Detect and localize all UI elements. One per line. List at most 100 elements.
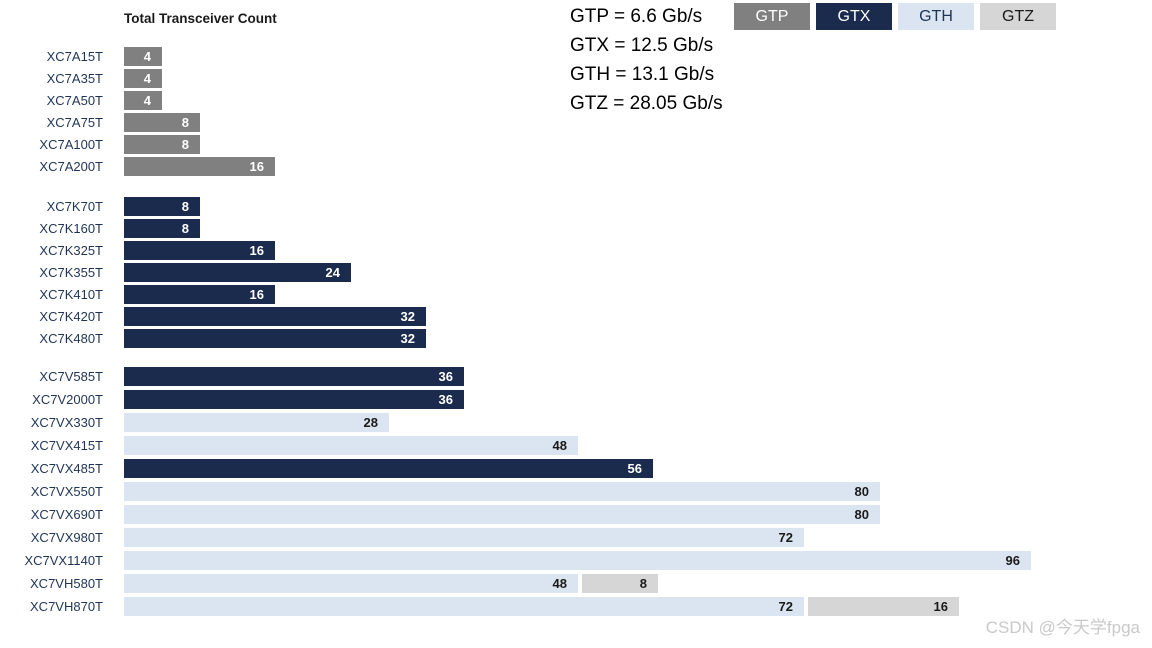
- bar-segment-gtx: 16: [124, 241, 275, 260]
- chart-row: XC7V2000T 36: [0, 390, 1031, 409]
- chart-row: XC7K70T 8: [0, 197, 1031, 216]
- device-label: XC7A35T: [46, 71, 103, 86]
- device-label: XC7VH580T: [30, 576, 103, 591]
- bar-track: 48 8: [124, 574, 658, 593]
- bar-segment-gtx: 32: [124, 307, 426, 326]
- bar-segment-gtp: 4: [124, 69, 162, 88]
- bar-segment-gtz: 8: [582, 574, 658, 593]
- chart-row: XC7A100T 8: [0, 135, 1031, 154]
- bar-track: 8: [124, 197, 200, 216]
- bar-track: 4: [124, 69, 162, 88]
- chart-row: XC7V585T 36: [0, 367, 1031, 386]
- bar-track: 80: [124, 505, 880, 524]
- bar-track: 36: [124, 390, 464, 409]
- device-label: XC7A75T: [46, 115, 103, 130]
- chart-group-artix-7: XC7A15T 4 XC7A35T 4 XC7A50T 4 XC7A75T 8 XC7A100T…: [0, 47, 1031, 176]
- bar-track: 72: [124, 528, 804, 547]
- legend-chip-gth[interactable]: GTH: [898, 3, 974, 30]
- bar-segment-gtx: 8: [124, 197, 200, 216]
- chart-group-kintex-7: XC7K70T 8 XC7K160T 8 XC7K325T 16 XC7K355T 24 XC7…: [0, 197, 1031, 348]
- chart-row: XC7A75T 8: [0, 113, 1031, 132]
- bar-track: 48: [124, 436, 578, 455]
- chart-row: XC7K410T 16: [0, 285, 1031, 304]
- chart-row: XC7K420T 32: [0, 307, 1031, 326]
- bar-segment-gth: 80: [124, 482, 880, 501]
- legend-line-gth: GTH = 13.1 Gb/s: [570, 64, 715, 85]
- chart-row: XC7VX550T 80: [0, 482, 1031, 501]
- chart-row: XC7K480T 32: [0, 329, 1031, 348]
- bar-segment-gtx: 36: [124, 390, 464, 409]
- chart-row: XC7A35T 4: [0, 69, 1031, 88]
- chart-row: XC7VH580T 48 8: [0, 574, 1031, 593]
- bar-track: 96: [124, 551, 1031, 570]
- chart-row: XC7VX690T 80: [0, 505, 1031, 524]
- legend-chip-gtp[interactable]: GTP: [734, 3, 810, 30]
- chart-row: XC7VX485T 56: [0, 459, 1031, 478]
- bar-segment-gth: 48: [124, 574, 578, 593]
- device-label: XC7K420T: [39, 309, 103, 324]
- chart-row: XC7VX330T 28: [0, 413, 1031, 432]
- chart-row: XC7VX980T 72: [0, 528, 1031, 547]
- device-label: XC7VX550T: [30, 484, 103, 499]
- device-label: XC7K70T: [46, 199, 103, 214]
- device-label: XC7VX980T: [30, 530, 103, 545]
- device-label: XC7A15T: [46, 49, 103, 64]
- bar-segment-gtx: 8: [124, 219, 200, 238]
- device-label: XC7A50T: [46, 93, 103, 108]
- chart-row: XC7VX415T 48: [0, 436, 1031, 455]
- bar-segment-gtp: 16: [124, 157, 275, 176]
- device-label: XC7K410T: [39, 287, 103, 302]
- chart-row: XC7A15T 4: [0, 47, 1031, 66]
- bar-segment-gtp: 8: [124, 135, 200, 154]
- device-label: XC7VX415T: [30, 438, 103, 453]
- transceiver-bar-chart: XC7A15T 4 XC7A35T 4 XC7A50T 4 XC7A75T 8 XC7A100T…: [0, 47, 1031, 620]
- chart-group-virtex-7: XC7V585T 36 XC7V2000T 36 XC7VX330T 28 XC7VX415…: [0, 367, 1031, 616]
- bar-track: 8: [124, 219, 200, 238]
- chart-title: Total Transceiver Count: [124, 11, 277, 26]
- bar-segment-gth: 48: [124, 436, 578, 455]
- bar-track: 72 16: [124, 597, 959, 616]
- bar-track: 28: [124, 413, 389, 432]
- device-label: XC7K160T: [39, 221, 103, 236]
- bar-segment-gtx: 32: [124, 329, 426, 348]
- bar-track: 4: [124, 91, 162, 110]
- bar-segment-gth: 72: [124, 528, 804, 547]
- device-label: XC7VH870T: [30, 599, 103, 614]
- bar-segment-gtx: 36: [124, 367, 464, 386]
- bar-track: 32: [124, 329, 426, 348]
- bar-track: 32: [124, 307, 426, 326]
- bar-track: 80: [124, 482, 880, 501]
- chart-row: XC7VX1140T 96: [0, 551, 1031, 570]
- bar-track: 24: [124, 263, 351, 282]
- legend-chip-gtz[interactable]: GTZ: [980, 3, 1056, 30]
- bar-track: 4: [124, 47, 162, 66]
- legend-line-gtz: GTZ = 28.05 Gb/s: [570, 93, 723, 114]
- bar-segment-gth: 72: [124, 597, 804, 616]
- bar-segment-gtx: 24: [124, 263, 351, 282]
- legend-chip-gtx[interactable]: GTX: [816, 3, 892, 30]
- device-label: XC7A200T: [39, 159, 103, 174]
- device-label: XC7VX1140T: [24, 553, 103, 568]
- bar-track: 36: [124, 367, 464, 386]
- legend-chips: GTP GTX GTH GTZ: [734, 3, 1056, 30]
- bar-track: 16: [124, 241, 275, 260]
- device-label: XC7VX485T: [30, 461, 103, 476]
- chart-row: XC7K325T 16: [0, 241, 1031, 260]
- bar-track: 8: [124, 113, 200, 132]
- device-label: XC7K325T: [39, 243, 103, 258]
- bar-segment-gtp: 4: [124, 91, 162, 110]
- chart-row: XC7VH870T 72 16: [0, 597, 1031, 616]
- device-label: XC7A100T: [39, 137, 103, 152]
- bar-track: 56: [124, 459, 653, 478]
- bar-segment-gtz: 16: [808, 597, 959, 616]
- chart-row: XC7K160T 8: [0, 219, 1031, 238]
- legend-line-gtp: GTP = 6.6 Gb/s: [570, 6, 703, 27]
- device-label: XC7VX690T: [30, 507, 103, 522]
- bar-segment-gth: 28: [124, 413, 389, 432]
- bar-segment-gth: 80: [124, 505, 880, 524]
- device-label: XC7V585T: [39, 369, 103, 384]
- bar-segment-gth: 96: [124, 551, 1031, 570]
- watermark: CSDN @今天学fpga: [985, 618, 1140, 637]
- bar-track: 16: [124, 285, 275, 304]
- chart-row: XC7K355T 24: [0, 263, 1031, 282]
